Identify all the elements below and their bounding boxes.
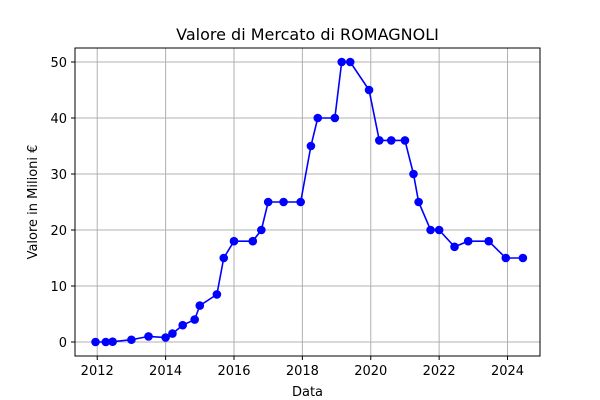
data-point	[248, 236, 258, 246]
data-point	[178, 320, 188, 330]
data-point	[400, 136, 410, 145]
y-tick-label: 10	[50, 280, 67, 295]
data-point	[313, 113, 323, 123]
data-point	[518, 253, 528, 263]
data-point	[463, 236, 473, 246]
data-point	[364, 85, 374, 95]
series	[91, 57, 528, 347]
grid	[75, 48, 540, 356]
data-point	[108, 337, 117, 347]
data-point	[501, 253, 511, 263]
data-point	[414, 197, 423, 207]
x-axis-label: Data	[292, 385, 323, 400]
data-point	[91, 337, 100, 347]
data-point	[161, 333, 170, 342]
y-tick-label: 40	[50, 112, 67, 127]
x-tick-label: 2014	[149, 364, 182, 379]
data-point	[229, 236, 239, 246]
data-point	[144, 332, 153, 341]
data-point	[101, 337, 111, 347]
chart-title: Valore di Mercato di ROMAGNOLI	[176, 25, 439, 44]
data-point	[484, 236, 494, 246]
y-tick-label: 50	[50, 56, 67, 71]
data-point	[190, 315, 199, 324]
x-tick-label: 2018	[286, 364, 319, 379]
data-point	[337, 57, 346, 67]
data-point	[409, 169, 418, 179]
data-point	[450, 242, 459, 252]
data-point	[257, 225, 266, 235]
data-point	[219, 253, 229, 263]
data-point	[212, 290, 222, 299]
data-point	[296, 197, 305, 207]
y-tick-label: 30	[50, 168, 67, 183]
y-axis-label: Valore in Milioni €	[26, 145, 41, 260]
axis-ticks: 2012 2014 2016 2018 2020 2022 2024 0 10 20 30 40 50	[50, 56, 524, 379]
data-point	[434, 225, 444, 235]
data-point	[127, 335, 136, 345]
data-point	[330, 113, 340, 123]
x-tick-label: 2022	[423, 364, 456, 379]
x-tick-label: 2024	[491, 364, 524, 379]
plot-frame	[74, 47, 541, 357]
data-point	[386, 136, 396, 145]
x-tick-label: 2016	[217, 364, 250, 379]
data-point	[375, 136, 384, 145]
x-tick-label: 2012	[81, 364, 114, 379]
data-point	[263, 197, 273, 207]
data-point	[168, 329, 177, 338]
data-point	[279, 197, 288, 207]
data-point	[195, 301, 205, 310]
data-point	[345, 57, 355, 67]
y-tick-label: 20	[50, 224, 67, 239]
y-tick-label: 0	[59, 336, 67, 351]
data-point	[306, 141, 316, 151]
data-point	[426, 225, 435, 235]
x-tick-label: 2020	[354, 364, 387, 379]
